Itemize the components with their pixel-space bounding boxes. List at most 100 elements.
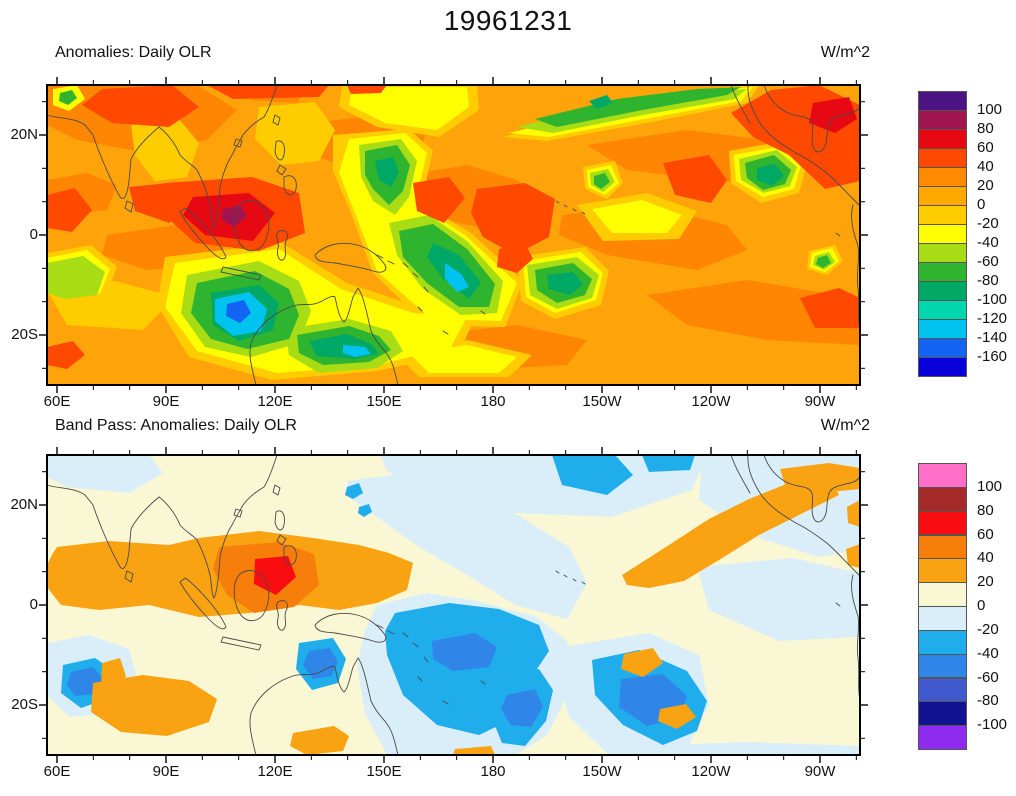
colorbar-box xyxy=(918,677,967,703)
colorbar-label: -60 xyxy=(977,668,999,686)
coastline xyxy=(249,287,399,386)
contour-region xyxy=(91,675,217,736)
contour-region xyxy=(621,648,663,677)
contour-region xyxy=(622,475,839,588)
contour-region xyxy=(409,345,517,373)
y-tick-label: 20N xyxy=(10,126,38,143)
colorbar-label: -100 xyxy=(977,716,1008,734)
contour-region xyxy=(594,173,610,189)
colorbar-box xyxy=(918,129,967,149)
panel1-units-label: W/m^2 xyxy=(820,44,870,61)
colorbar-label: 20 xyxy=(977,177,994,194)
contour-region xyxy=(47,341,85,369)
colorbar-label: 80 xyxy=(977,501,994,519)
coastline xyxy=(851,204,861,331)
x-tick-label: 180 xyxy=(480,393,506,410)
colorbar-box xyxy=(918,148,967,168)
colorbar-box xyxy=(918,534,967,560)
contour-region xyxy=(697,558,860,641)
colorbar-box xyxy=(918,262,967,282)
colorbar-label: 40 xyxy=(977,549,994,567)
y-tick-label: 20S xyxy=(11,326,38,343)
map-anomalies-daily-olr: 60E 90E 120E 150E 180 150W 120W 90W 20N 0 20S xyxy=(10,77,868,410)
colorbar-box xyxy=(918,186,967,206)
coastline xyxy=(555,200,586,215)
panel1-caption: Anomalies: Daily OLR xyxy=(55,44,212,61)
coastline xyxy=(835,232,841,237)
coastline xyxy=(220,636,262,651)
coastline xyxy=(747,454,861,577)
colorbar-box xyxy=(918,725,967,750)
contour-region xyxy=(757,164,784,186)
contour-region xyxy=(800,288,860,328)
coastline xyxy=(555,570,586,585)
colorbar-box xyxy=(918,558,967,584)
colorbar-label: -100 xyxy=(977,291,1008,308)
colorbar-box xyxy=(918,300,967,320)
coastline xyxy=(763,454,861,523)
colorbar-box xyxy=(918,582,967,607)
colorbar-label: 0 xyxy=(977,597,986,614)
contour-region xyxy=(207,85,329,99)
contour-region xyxy=(552,455,633,495)
x-tick-label: 120E xyxy=(257,763,293,780)
x-tick-label: 180 xyxy=(480,763,506,780)
contour-region xyxy=(846,544,860,568)
coastline xyxy=(730,84,751,124)
colorbar-box xyxy=(918,606,967,631)
x-tick-label: 90E xyxy=(152,393,180,410)
colorbar-box xyxy=(918,319,967,339)
colorbar-box xyxy=(918,243,967,263)
contour-region xyxy=(375,157,399,187)
contour-region xyxy=(663,155,727,203)
coastline xyxy=(747,84,861,207)
coastline xyxy=(730,454,751,494)
x-tick-label: 150E xyxy=(366,393,402,410)
colorbar-box xyxy=(918,110,967,130)
colorbar-box xyxy=(918,167,967,187)
contour-region xyxy=(226,300,251,323)
contour-region xyxy=(647,280,860,345)
coastline xyxy=(274,140,297,196)
x-tick-label: 120E xyxy=(257,393,293,410)
contour-region xyxy=(658,704,696,729)
y-tick-label: 20S xyxy=(11,696,38,713)
contour-region xyxy=(592,200,682,233)
contour-region xyxy=(343,345,371,357)
plot-frame xyxy=(46,454,861,756)
map-svg xyxy=(39,447,868,763)
coastline xyxy=(272,484,281,496)
colorbar-label: -20 xyxy=(977,620,999,638)
x-tick-label: 90E xyxy=(152,763,180,780)
contour-region xyxy=(347,473,587,619)
colorbar-box xyxy=(918,486,967,512)
y-tick-label: 0 xyxy=(29,226,38,243)
coastline xyxy=(233,200,270,252)
contour-region xyxy=(82,85,199,127)
coastline xyxy=(179,577,227,630)
colorbar-label: -160 xyxy=(977,348,1008,365)
coastline xyxy=(220,266,262,281)
contour-region xyxy=(101,658,126,695)
x-tick-label: 120W xyxy=(691,763,731,780)
contour-region xyxy=(453,746,495,755)
colorbar-label: -120 xyxy=(977,310,1008,327)
colorbar-box xyxy=(918,510,967,536)
plot-frame xyxy=(46,84,861,386)
contour-region xyxy=(358,504,372,517)
contour-region xyxy=(349,87,469,130)
colorbar-box xyxy=(918,224,967,244)
colorbar-label: -140 xyxy=(977,329,1008,346)
colorbar-label: -40 xyxy=(977,644,999,662)
coastline xyxy=(276,600,288,631)
colorbar-label: 60 xyxy=(977,139,994,156)
colorbar-box xyxy=(918,357,967,377)
coastline xyxy=(835,602,841,607)
x-tick-label: 120W xyxy=(691,393,731,410)
contour-region xyxy=(642,455,695,472)
colorbar-label: 80 xyxy=(977,120,994,137)
coastline xyxy=(46,454,278,599)
coastline xyxy=(272,114,281,126)
coastline xyxy=(233,508,243,518)
